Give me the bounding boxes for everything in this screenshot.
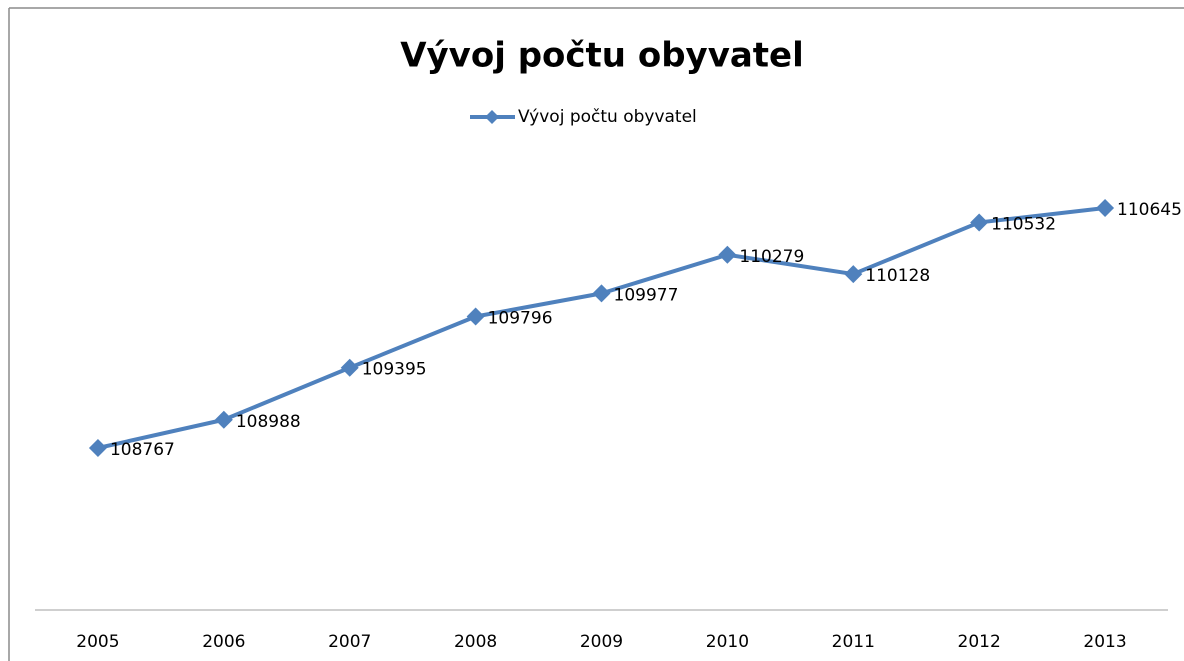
point-marker — [340, 358, 359, 377]
x-tick-label: 2012 — [958, 632, 1001, 652]
x-tick-label: 2009 — [580, 632, 623, 652]
data-label: 110645 — [1117, 200, 1182, 220]
data-label: 109977 — [614, 285, 679, 305]
point-marker — [592, 284, 611, 303]
point-marker — [970, 213, 989, 232]
x-tick-label: 2005 — [76, 632, 119, 652]
point-marker — [88, 439, 107, 457]
data-label: 108767 — [110, 440, 175, 460]
legend-marker — [485, 110, 499, 124]
data-label: 110279 — [739, 247, 804, 267]
x-tick-label: 2008 — [454, 632, 497, 652]
point-marker — [1096, 199, 1115, 217]
data-label: 109796 — [488, 308, 553, 328]
data-label: 109395 — [362, 360, 427, 380]
data-label: 110532 — [991, 214, 1056, 234]
point-marker — [718, 245, 737, 264]
x-tick-label: 2010 — [706, 632, 749, 652]
data-label: 108988 — [236, 412, 301, 432]
x-tick-label: 2013 — [1083, 632, 1126, 652]
x-tick-label: 2006 — [202, 632, 245, 652]
x-tick-label: 2011 — [832, 632, 875, 652]
point-marker — [844, 265, 863, 284]
point-marker — [214, 410, 233, 429]
x-tick-label: 2007 — [328, 632, 371, 652]
legend-label: Vývoj počtu obyvatel — [518, 107, 697, 127]
point-marker — [466, 307, 485, 326]
chart-title: Vývoj počtu obyvatel — [400, 36, 804, 76]
data-label: 110128 — [865, 266, 930, 286]
